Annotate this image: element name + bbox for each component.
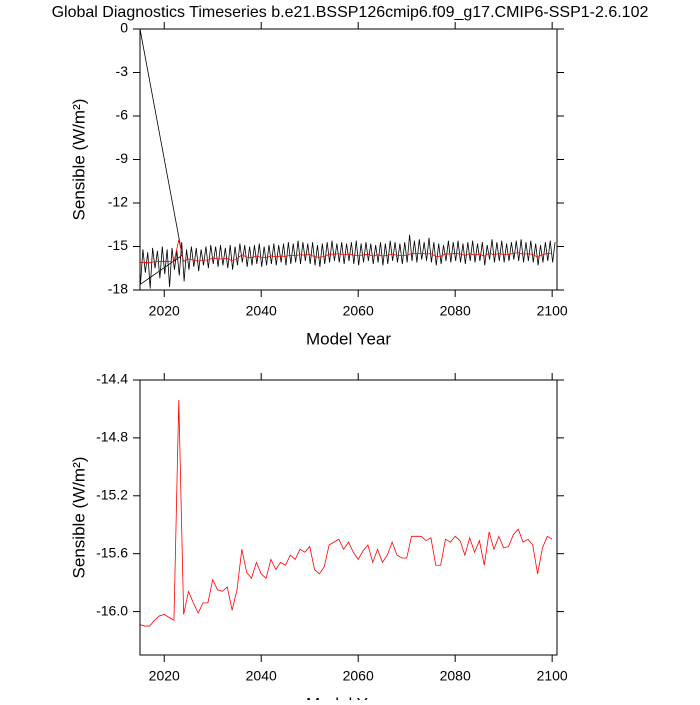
y-axis-label: Sensible (W/m²) xyxy=(69,457,88,579)
x-tick-label: 2060 xyxy=(343,668,374,684)
x-tick-label: 2040 xyxy=(246,668,277,684)
x-tick-label: 2020 xyxy=(149,303,180,319)
x-tick-label: 2080 xyxy=(440,668,471,684)
x-tick-label: 2020 xyxy=(149,668,180,684)
y-tick-label: -15 xyxy=(108,237,128,253)
chart-title: Global Diagnostics Timeseries b.e21.BSSP… xyxy=(52,4,649,21)
x-tick-label: 2100 xyxy=(537,303,568,319)
y-tick-label: -15.6 xyxy=(96,544,128,560)
series-line xyxy=(139,28,556,289)
x-tick-label: 2100 xyxy=(537,668,568,684)
y-tick-label: -18 xyxy=(108,281,128,297)
y-axis-label: Sensible (W/m²) xyxy=(69,99,88,221)
y-tick-label: -3 xyxy=(116,63,129,79)
y-tick-label: -14.8 xyxy=(96,429,128,445)
x-axis-label: Model Year xyxy=(306,694,391,700)
y-tick-label: -16.0 xyxy=(96,602,128,618)
x-tick-label: 2040 xyxy=(246,303,277,319)
y-tick-label: -14.4 xyxy=(96,371,128,387)
y-tick-label: -12 xyxy=(108,194,128,210)
series-line xyxy=(139,239,553,263)
y-tick-label: -6 xyxy=(116,107,129,123)
y-tick-label: -15.2 xyxy=(96,486,128,502)
y-tick-label: 0 xyxy=(120,20,128,36)
series-line xyxy=(139,400,553,627)
plot-frame xyxy=(139,379,558,656)
y-tick-label: -9 xyxy=(116,150,129,166)
x-tick-label: 2080 xyxy=(440,303,471,319)
plot-frame xyxy=(139,28,558,291)
x-tick-label: 2060 xyxy=(343,303,374,319)
x-axis-label: Model Year xyxy=(306,329,391,348)
